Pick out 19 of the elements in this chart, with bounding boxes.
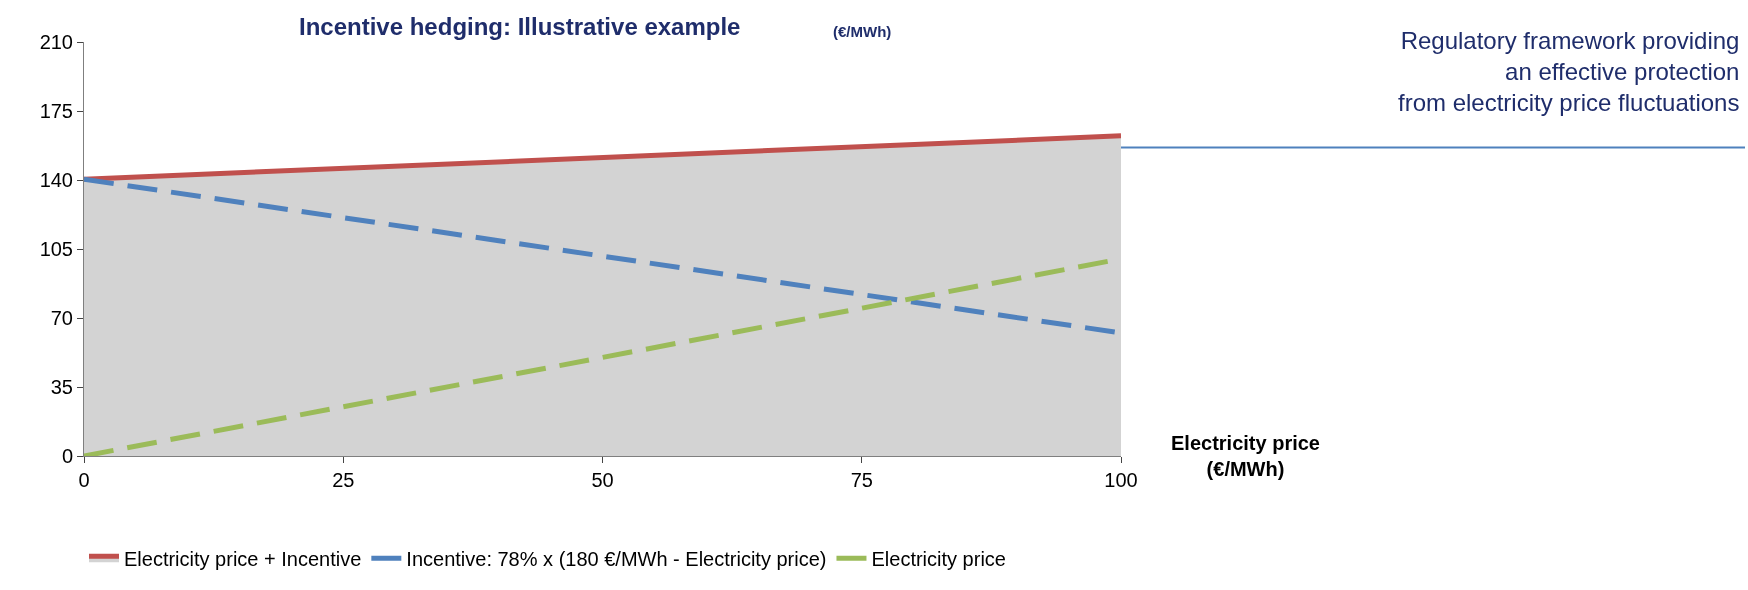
- legend-label: Electricity price: [871, 548, 1006, 571]
- y-tick-label: 210: [39, 31, 73, 53]
- y-tick-label: 35: [50, 376, 73, 398]
- x-tick-label: 0: [78, 469, 90, 491]
- text: Regulatory framework providing an effective protection from electricity price fluctuations: [1398, 27, 1740, 117]
- y-tick-label: 70: [50, 307, 73, 329]
- y-tick-label: 0: [61, 445, 73, 467]
- y-axis-title: (€/MWh): [833, 23, 892, 40]
- chart-title: Incentive hedging: Illustrative example: [299, 13, 741, 40]
- y-tick-label: 105: [39, 238, 73, 260]
- legend-label: Incentive: 78% x (180 €/MWh - Electricity price): [406, 548, 827, 571]
- x-tick-label: 75: [850, 469, 873, 491]
- legend-label: Electricity price + Incentive: [124, 548, 362, 571]
- x-axis-title: Electricity price (€/MWh): [1171, 432, 1320, 480]
- x-tick-label: 100: [1104, 469, 1138, 491]
- y-tick-label: 140: [39, 169, 73, 191]
- x-tick-label: 50: [591, 469, 614, 491]
- x-tick-label: 25: [332, 469, 355, 491]
- y-tick-label: 175: [39, 100, 73, 122]
